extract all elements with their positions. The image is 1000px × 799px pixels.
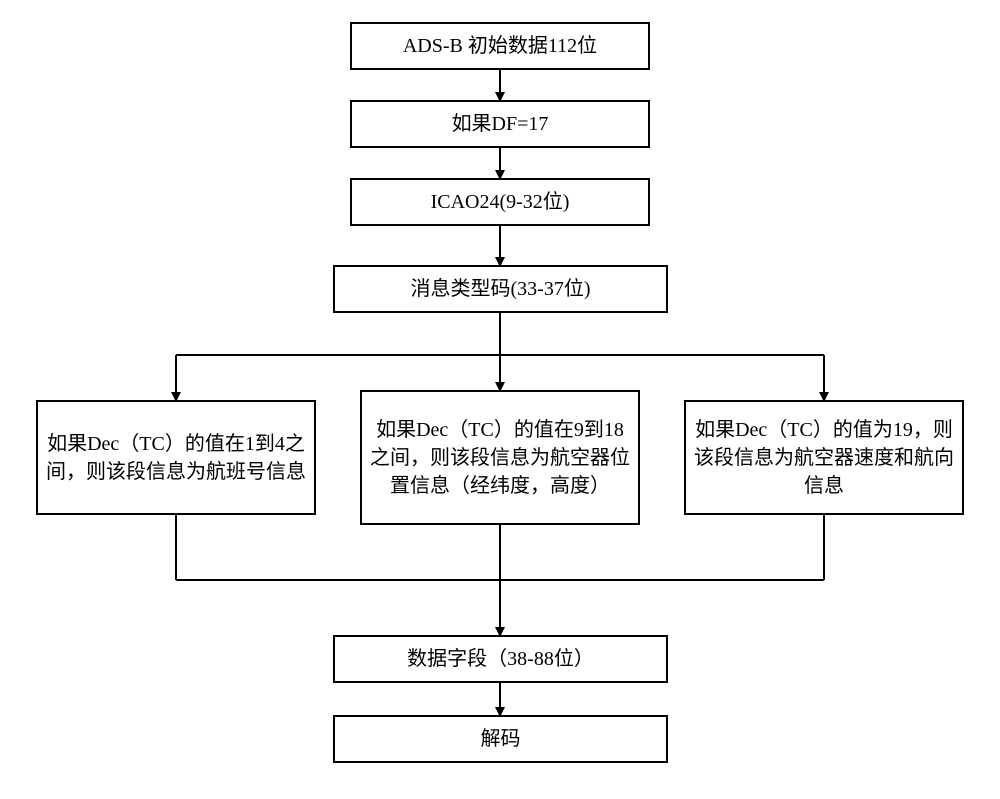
node-tc-1-4: 如果Dec（TC）的值在1到4之间，则该段信息为航班号信息 xyxy=(36,400,316,515)
flowchart-canvas: ADS-B 初始数据112位 如果DF=17 ICAO24(9-32位) 消息类… xyxy=(0,0,1000,799)
node-adsb-initial: ADS-B 初始数据112位 xyxy=(350,22,650,70)
node-tc-19: 如果Dec（TC）的值为19，则该段信息为航空器速度和航向信息 xyxy=(684,400,964,515)
node-tc-9-18: 如果Dec（TC）的值在9到18之间，则该段信息为航空器位置信息（经纬度，高度） xyxy=(360,390,640,525)
node-df17: 如果DF=17 xyxy=(350,100,650,148)
node-data-field: 数据字段（38-88位） xyxy=(333,635,668,683)
node-decode: 解码 xyxy=(333,715,668,763)
node-icao24: ICAO24(9-32位) xyxy=(350,178,650,226)
node-msg-type-code: 消息类型码(33-37位) xyxy=(333,265,668,313)
